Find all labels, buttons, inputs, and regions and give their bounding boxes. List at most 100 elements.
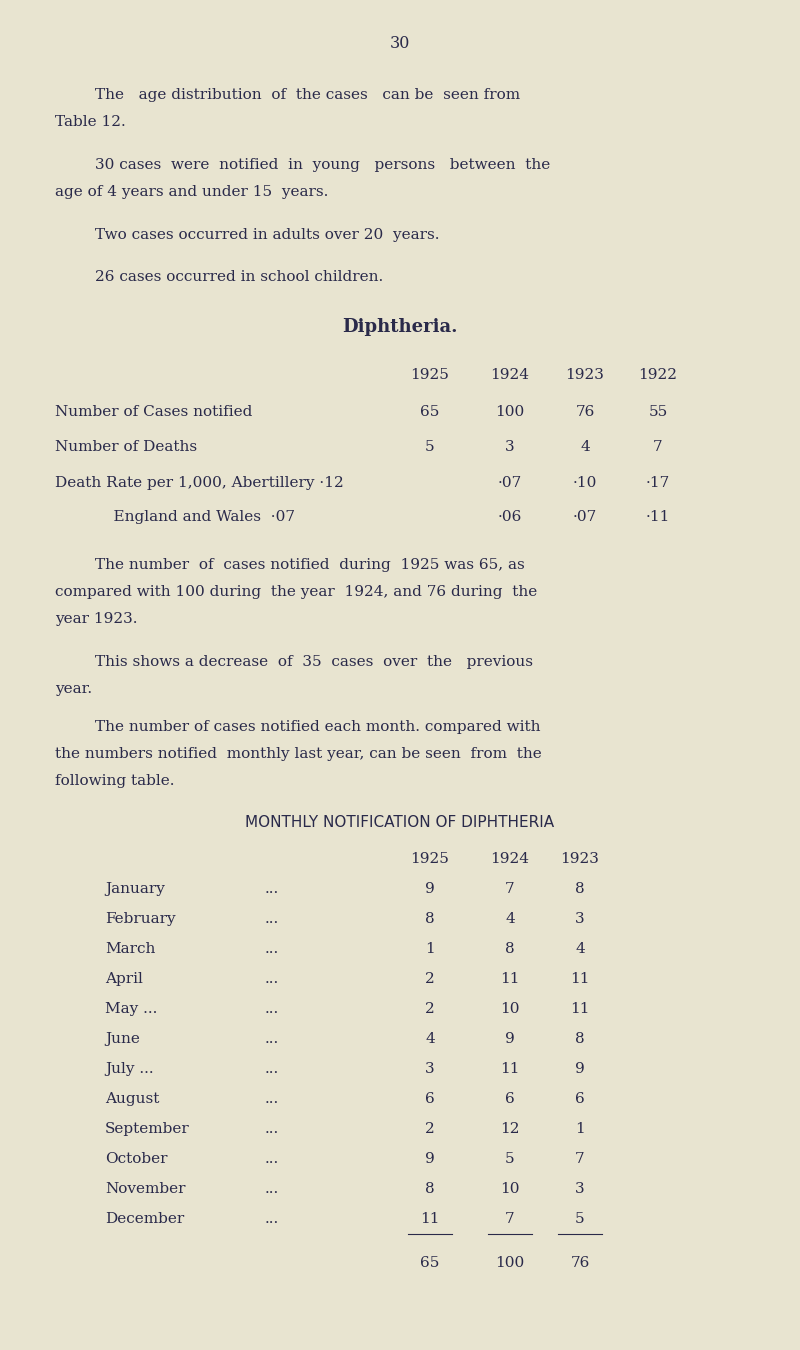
Text: MONTHLY NOTIFICATION OF DIPHTHERIA: MONTHLY NOTIFICATION OF DIPHTHERIA — [246, 815, 554, 830]
Text: ·07: ·07 — [498, 477, 522, 490]
Text: 100: 100 — [495, 405, 525, 418]
Text: 1923: 1923 — [566, 369, 605, 382]
Text: 65: 65 — [420, 1256, 440, 1270]
Text: ...: ... — [265, 913, 279, 926]
Text: 1925: 1925 — [410, 852, 450, 865]
Text: 7: 7 — [653, 440, 663, 454]
Text: May ...: May ... — [105, 1002, 158, 1017]
Text: 6: 6 — [575, 1092, 585, 1106]
Text: 5: 5 — [425, 440, 435, 454]
Text: 26 cases occurred in school children.: 26 cases occurred in school children. — [95, 270, 383, 284]
Text: 11: 11 — [500, 1062, 520, 1076]
Text: 1924: 1924 — [490, 369, 530, 382]
Text: The number of cases notified each month. compared with: The number of cases notified each month.… — [95, 720, 541, 734]
Text: Diphtheria.: Diphtheria. — [342, 319, 458, 336]
Text: 1924: 1924 — [490, 852, 530, 865]
Text: 6: 6 — [505, 1092, 515, 1106]
Text: ·06: ·06 — [498, 510, 522, 524]
Text: ...: ... — [265, 1002, 279, 1017]
Text: 8: 8 — [575, 882, 585, 896]
Text: 2: 2 — [425, 972, 435, 986]
Text: 30 cases  were  notified  in  young   persons   between  the: 30 cases were notified in young persons … — [95, 158, 550, 171]
Text: ...: ... — [265, 1031, 279, 1046]
Text: Number of Cases notified: Number of Cases notified — [55, 405, 252, 418]
Text: April: April — [105, 972, 143, 986]
Text: Death Rate per 1,000, Abertillery ·12: Death Rate per 1,000, Abertillery ·12 — [55, 477, 344, 490]
Text: ...: ... — [265, 1122, 279, 1135]
Text: 30: 30 — [390, 35, 410, 53]
Text: 1923: 1923 — [561, 852, 599, 865]
Text: 1922: 1922 — [638, 369, 678, 382]
Text: March: March — [105, 942, 155, 956]
Text: ·11: ·11 — [646, 510, 670, 524]
Text: The   age distribution  of  the cases   can be  seen from: The age distribution of the cases can be… — [95, 88, 520, 103]
Text: December: December — [105, 1212, 184, 1226]
Text: 2: 2 — [425, 1002, 435, 1017]
Text: 9: 9 — [505, 1031, 515, 1046]
Text: age of 4 years and under 15  years.: age of 4 years and under 15 years. — [55, 185, 328, 198]
Text: 5: 5 — [575, 1212, 585, 1226]
Text: 12: 12 — [500, 1122, 520, 1135]
Text: August: August — [105, 1092, 159, 1106]
Text: 8: 8 — [425, 1183, 435, 1196]
Text: 7: 7 — [575, 1152, 585, 1166]
Text: 5: 5 — [505, 1152, 515, 1166]
Text: October: October — [105, 1152, 167, 1166]
Text: 3: 3 — [575, 913, 585, 926]
Text: 7: 7 — [505, 882, 515, 896]
Text: 9: 9 — [575, 1062, 585, 1076]
Text: ...: ... — [265, 1212, 279, 1226]
Text: 1: 1 — [425, 942, 435, 956]
Text: ...: ... — [265, 1183, 279, 1196]
Text: 8: 8 — [425, 913, 435, 926]
Text: January: January — [105, 882, 165, 896]
Text: 65: 65 — [420, 405, 440, 418]
Text: ...: ... — [265, 972, 279, 986]
Text: 11: 11 — [500, 972, 520, 986]
Text: February: February — [105, 913, 176, 926]
Text: 55: 55 — [648, 405, 668, 418]
Text: ...: ... — [265, 882, 279, 896]
Text: November: November — [105, 1183, 186, 1196]
Text: 6: 6 — [425, 1092, 435, 1106]
Text: compared with 100 during  the year  1924, and 76 during  the: compared with 100 during the year 1924, … — [55, 585, 538, 599]
Text: Two cases occurred in adults over 20  years.: Two cases occurred in adults over 20 yea… — [95, 228, 439, 242]
Text: This shows a decrease  of  35  cases  over  the   previous: This shows a decrease of 35 cases over t… — [95, 655, 533, 670]
Text: ...: ... — [265, 942, 279, 956]
Text: following table.: following table. — [55, 774, 174, 788]
Text: June: June — [105, 1031, 140, 1046]
Text: 9: 9 — [425, 1152, 435, 1166]
Text: England and Wales  ·07: England and Wales ·07 — [55, 510, 295, 524]
Text: 11: 11 — [570, 1002, 590, 1017]
Text: 11: 11 — [570, 972, 590, 986]
Text: 1: 1 — [575, 1122, 585, 1135]
Text: 2: 2 — [425, 1122, 435, 1135]
Text: 3: 3 — [425, 1062, 435, 1076]
Text: 76: 76 — [575, 405, 594, 418]
Text: 10: 10 — [500, 1183, 520, 1196]
Text: The number  of  cases notified  during  1925 was 65, as: The number of cases notified during 1925… — [95, 558, 525, 572]
Text: ·10: ·10 — [573, 477, 597, 490]
Text: 4: 4 — [580, 440, 590, 454]
Text: year.: year. — [55, 682, 92, 697]
Text: ·17: ·17 — [646, 477, 670, 490]
Text: 1925: 1925 — [410, 369, 450, 382]
Text: the numbers notified  monthly last year, can be seen  from  the: the numbers notified monthly last year, … — [55, 747, 542, 761]
Text: Table 12.: Table 12. — [55, 115, 126, 130]
Text: 3: 3 — [575, 1183, 585, 1196]
Text: September: September — [105, 1122, 190, 1135]
Text: 4: 4 — [505, 913, 515, 926]
Text: ...: ... — [265, 1062, 279, 1076]
Text: ·07: ·07 — [573, 510, 597, 524]
Text: 11: 11 — [420, 1212, 440, 1226]
Text: July ...: July ... — [105, 1062, 154, 1076]
Text: 8: 8 — [575, 1031, 585, 1046]
Text: 9: 9 — [425, 882, 435, 896]
Text: 7: 7 — [505, 1212, 515, 1226]
Text: 100: 100 — [495, 1256, 525, 1270]
Text: 3: 3 — [505, 440, 515, 454]
Text: Number of Deaths: Number of Deaths — [55, 440, 197, 454]
Text: 76: 76 — [570, 1256, 590, 1270]
Text: 8: 8 — [505, 942, 515, 956]
Text: year 1923.: year 1923. — [55, 612, 138, 626]
